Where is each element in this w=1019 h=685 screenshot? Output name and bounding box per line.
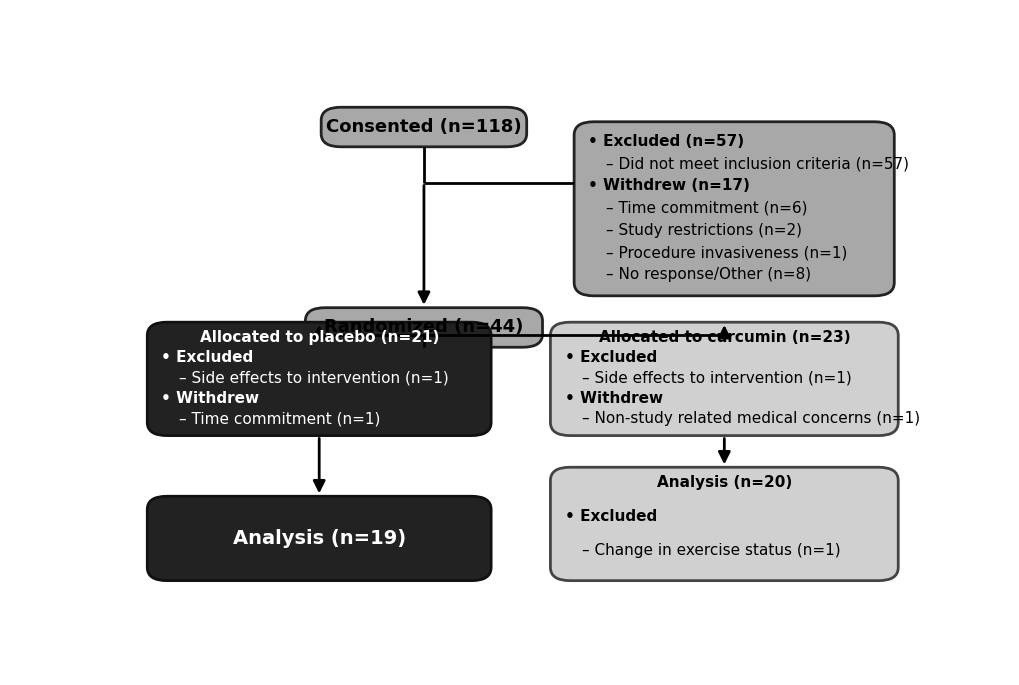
Text: – Non-study related medical concerns (n=1): – Non-study related medical concerns (n=… xyxy=(582,411,919,426)
Text: – Time commitment (n=1): – Time commitment (n=1) xyxy=(178,411,380,426)
Text: Analysis (n=20): Analysis (n=20) xyxy=(656,475,791,490)
FancyBboxPatch shape xyxy=(550,322,898,436)
Text: Allocated to curcumin (n=23): Allocated to curcumin (n=23) xyxy=(598,330,849,345)
Text: • Excluded: • Excluded xyxy=(565,351,656,365)
Text: • Withdrew: • Withdrew xyxy=(565,391,662,406)
Text: • Withdrew (n=17): • Withdrew (n=17) xyxy=(588,179,750,193)
Text: – Procedure invasiveness (n=1): – Procedure invasiveness (n=1) xyxy=(605,245,847,260)
FancyBboxPatch shape xyxy=(147,496,491,581)
FancyBboxPatch shape xyxy=(305,308,542,347)
Text: Consented (n=118): Consented (n=118) xyxy=(326,118,522,136)
Text: Analysis (n=19): Analysis (n=19) xyxy=(232,529,406,548)
Text: • Withdrew: • Withdrew xyxy=(161,391,260,406)
Text: • Excluded: • Excluded xyxy=(161,351,254,365)
FancyBboxPatch shape xyxy=(550,467,898,581)
FancyBboxPatch shape xyxy=(147,322,491,436)
Text: – Change in exercise status (n=1): – Change in exercise status (n=1) xyxy=(582,543,840,558)
Text: – Side effects to intervention (n=1): – Side effects to intervention (n=1) xyxy=(582,371,851,386)
Text: Allocated to placebo (n=21): Allocated to placebo (n=21) xyxy=(200,330,438,345)
Text: • Excluded: • Excluded xyxy=(565,509,656,524)
Text: – Study restrictions (n=2): – Study restrictions (n=2) xyxy=(605,223,801,238)
Text: • Excluded (n=57): • Excluded (n=57) xyxy=(588,134,744,149)
Text: – No response/Other (n=8): – No response/Other (n=8) xyxy=(605,267,810,282)
Text: – Time commitment (n=6): – Time commitment (n=6) xyxy=(605,201,806,216)
FancyBboxPatch shape xyxy=(574,122,894,296)
FancyBboxPatch shape xyxy=(321,108,526,147)
Text: – Side effects to intervention (n=1): – Side effects to intervention (n=1) xyxy=(178,371,448,386)
Text: – Did not meet inclusion criteria (n=57): – Did not meet inclusion criteria (n=57) xyxy=(605,156,908,171)
Text: Randomized (n=44): Randomized (n=44) xyxy=(324,319,523,336)
